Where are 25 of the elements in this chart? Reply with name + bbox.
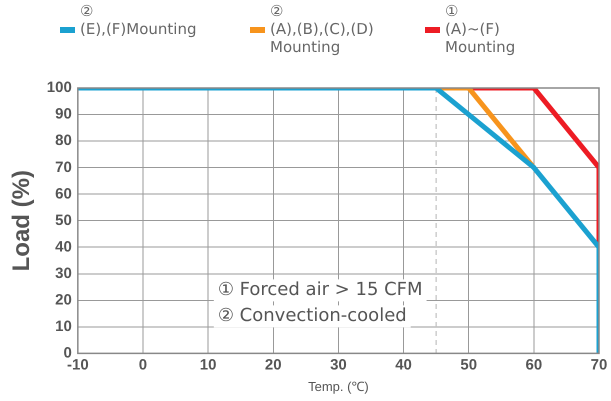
x-tick-label: 30 — [330, 356, 347, 374]
x-tick-label: 0 — [138, 356, 148, 374]
annotation: ① Forced air > 15 CFM — [218, 279, 423, 300]
x-tick-label: 10 — [200, 356, 216, 374]
x-axis-title: Temp. (℃) — [308, 378, 369, 394]
legend-label: ② (A),(B),(C),(D) Mounting — [270, 2, 375, 56]
x-tick-label: 40 — [395, 356, 412, 374]
y-tick-label: 20 — [55, 291, 72, 308]
y-tick-label: 100 — [46, 79, 72, 96]
legend-label: ② (E),(F)Mounting — [80, 2, 198, 38]
annotation: ② Convection-cooled — [218, 305, 407, 326]
legend-label: ① (A)~(F) Mounting — [445, 2, 516, 56]
x-tick-label: 20 — [264, 356, 282, 374]
y-tick-label: 90 — [55, 106, 72, 123]
y-tick-label: 70 — [55, 158, 72, 176]
x-tick-label: 50 — [460, 356, 478, 374]
y-tick-label: 10 — [55, 318, 72, 335]
x-tick-label: 60 — [526, 356, 542, 374]
y-tick-label: 30 — [55, 264, 72, 282]
x-tick-label: 70 — [590, 356, 608, 374]
y-tick-label: 60 — [55, 185, 72, 202]
y-tick-label: 50 — [55, 212, 72, 229]
y-axis-title: Load (%) — [8, 170, 36, 272]
y-tick-label: 40 — [55, 238, 72, 256]
y-tick-label: 80 — [55, 132, 72, 150]
